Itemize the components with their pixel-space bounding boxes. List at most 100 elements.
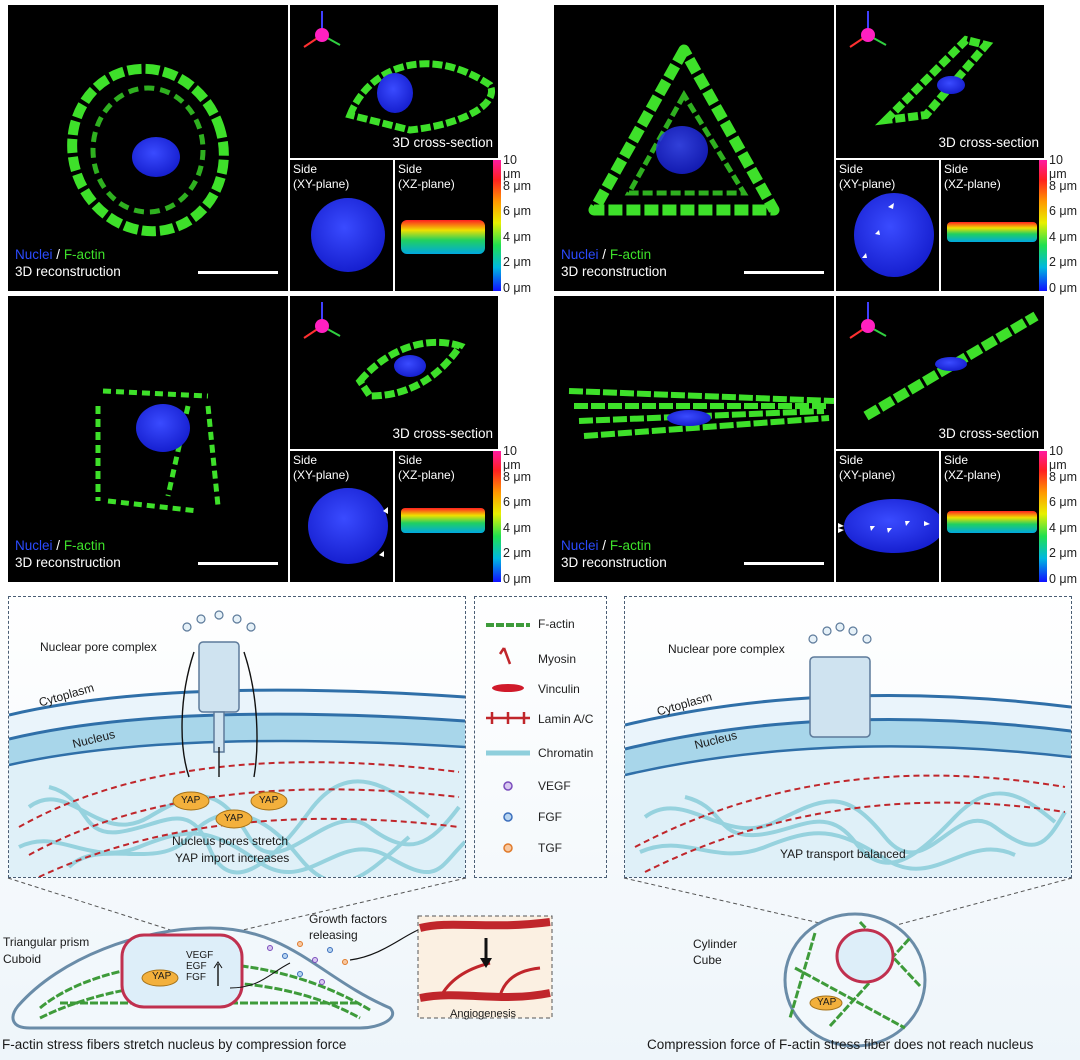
left-yap-1: YAP: [181, 795, 201, 806]
depth-colorbar: [493, 451, 501, 582]
cross-section-label: 3D cross-section: [938, 426, 1039, 441]
side-label: Side: [398, 453, 423, 467]
side-xz-panel: Side (XZ-plane): [941, 160, 1044, 291]
reconstruction-panel: Nuclei / F-actin 3D reconstruction: [8, 5, 288, 291]
side-xy-panel: Side (XY-plane): [836, 451, 939, 582]
left-detail-box: [8, 596, 466, 878]
colorbar-tick-label: 2 μm: [1049, 546, 1078, 561]
right-detail-box: [624, 596, 1072, 878]
microscopy-group-2: Nuclei / F-actin 3D reconstruction 3D cr…: [546, 5, 1080, 295]
import-increases-label: YAP import increases: [175, 851, 290, 865]
side-xz-panel: Side (XZ-plane): [395, 451, 498, 582]
right-shape-label-2: Cube: [693, 953, 722, 967]
nuclei-label: Nuclei: [561, 538, 599, 553]
right-npc-label: Nuclear pore complex: [668, 642, 785, 656]
depth-colorbar: [493, 160, 501, 291]
xy-plane-label: (XY-plane): [839, 177, 896, 191]
factin-label: F-actin: [63, 247, 106, 262]
depth-colorbar: [1039, 451, 1047, 582]
scale-bar: [744, 271, 824, 274]
cross-section-panel: 3D cross-section: [836, 296, 1044, 449]
side-xy-panel: Side (XY-plane): [290, 160, 393, 291]
legend-tgf: TGF: [538, 841, 562, 855]
left-npc-label: Nuclear pore complex: [40, 640, 157, 654]
right-caption: Compression force of F-actin stress fibe…: [647, 1037, 1034, 1052]
legend-vinculin: Vinculin: [538, 682, 580, 696]
reconstruction-panel: Nuclei / F-actin 3D reconstruction: [554, 5, 834, 291]
angiogenesis-label: Angiogenesis: [450, 1008, 517, 1020]
growth-factors-label-2: releasing: [309, 928, 358, 942]
reconstruction-label: 3D reconstruction: [15, 264, 121, 279]
legend-myosin: Myosin: [538, 652, 577, 666]
transport-balanced-label: YAP transport balanced: [780, 847, 906, 861]
cross-section-panel: 3D cross-section: [290, 5, 498, 158]
slash-label: /: [602, 247, 607, 262]
colorbar-tick-label: 6 μm: [503, 204, 532, 219]
colorbar-tick-label: 0 μm: [503, 572, 532, 586]
side-label: Side: [293, 453, 318, 467]
side-xz-panel: Side (XZ-plane): [395, 160, 498, 291]
factin-label: F-actin: [609, 538, 652, 553]
right-cell-yap-label: YAP: [817, 997, 837, 1008]
side-label: Side: [944, 162, 969, 176]
side-xz-panel: Side (XZ-plane): [941, 451, 1044, 582]
side-label: Side: [839, 453, 864, 467]
reconstruction-panel: Nuclei / F-actin 3D reconstruction: [8, 296, 288, 582]
xz-plane-label: (XZ-plane): [398, 468, 455, 482]
colorbar-tick-label: 10 μm: [1049, 153, 1067, 181]
reconstruction-panel: Nuclei / F-actin 3D reconstruction: [554, 296, 834, 582]
side-label: Side: [398, 162, 423, 176]
xy-plane-label: (XY-plane): [839, 468, 896, 482]
xy-plane-label: (XY-plane): [293, 177, 350, 191]
reconstruction-label: 3D reconstruction: [561, 264, 667, 279]
cross-section-label: 3D cross-section: [938, 135, 1039, 150]
slash-label: /: [602, 538, 607, 553]
colorbar-tick-label: 4 μm: [1049, 520, 1078, 535]
colorbar-tick-label: 2 μm: [1049, 255, 1078, 270]
factin-label: F-actin: [609, 247, 652, 262]
colorbar-tick-label: 0 μm: [503, 281, 532, 295]
xz-plane-label: (XZ-plane): [944, 468, 1001, 482]
legend-factin: F-actin: [538, 617, 575, 631]
colorbar-tick-label: 4 μm: [503, 520, 532, 535]
cross-section-panel: 3D cross-section: [836, 5, 1044, 158]
left-caption: F-actin stress fibers stretch nucleus by…: [2, 1037, 347, 1052]
slash-label: /: [56, 247, 61, 262]
colorbar-tick-label: 2 μm: [503, 255, 532, 270]
colorbar-tick-label: 10 μm: [503, 444, 521, 472]
right-shape-label-1: Cylinder: [693, 937, 738, 951]
side-label: Side: [839, 162, 864, 176]
reconstruction-label: 3D reconstruction: [15, 555, 121, 570]
side-label: Side: [293, 162, 318, 176]
colorbar-tick-label: 2 μm: [503, 546, 532, 561]
factin-label: F-actin: [63, 538, 106, 553]
scale-bar: [198, 271, 278, 274]
left-nucleus-diagram: [9, 610, 465, 877]
legend-symbols: [486, 623, 530, 853]
colorbar-tick-label: 6 μm: [503, 495, 532, 510]
colorbar-tick-label: 8 μm: [503, 469, 532, 484]
xz-plane-label: (XZ-plane): [944, 177, 1001, 191]
colorbar-tick-label: 0 μm: [1049, 572, 1078, 586]
nuclei-label: Nuclei: [15, 247, 53, 262]
colorbar-tick-label: 6 μm: [1049, 495, 1078, 510]
legend-fgf: FGF: [538, 810, 562, 824]
cross-section-label: 3D cross-section: [392, 135, 493, 150]
scale-bar: [198, 562, 278, 565]
colorbar-tick-label: 8 μm: [1049, 178, 1078, 193]
shape-label-2: Cuboid: [3, 952, 42, 966]
cross-section-panel: 3D cross-section: [290, 296, 498, 449]
colorbar-tick-label: 0 μm: [1049, 281, 1078, 295]
side-xy-panel: Side (XY-plane): [836, 160, 939, 291]
cell-yap-label: YAP: [152, 971, 172, 982]
bottom-cell-diagrams: [7, 878, 1073, 1048]
right-nucleus-diagram: [625, 622, 1071, 877]
colorbar-tick-label: 10 μm: [503, 153, 521, 181]
legend-chromatin: Chromatin: [538, 746, 594, 760]
colorbar-tick-label: 6 μm: [1049, 204, 1078, 219]
xy-plane-label: (XY-plane): [293, 468, 350, 482]
microscopy-group-1: Nuclei / F-actin 3D reconstruction 3D cr…: [0, 5, 534, 295]
side-label: Side: [944, 453, 969, 467]
side-xy-panel: Side (XY-plane): [290, 451, 393, 582]
nuclei-label: Nuclei: [15, 538, 53, 553]
